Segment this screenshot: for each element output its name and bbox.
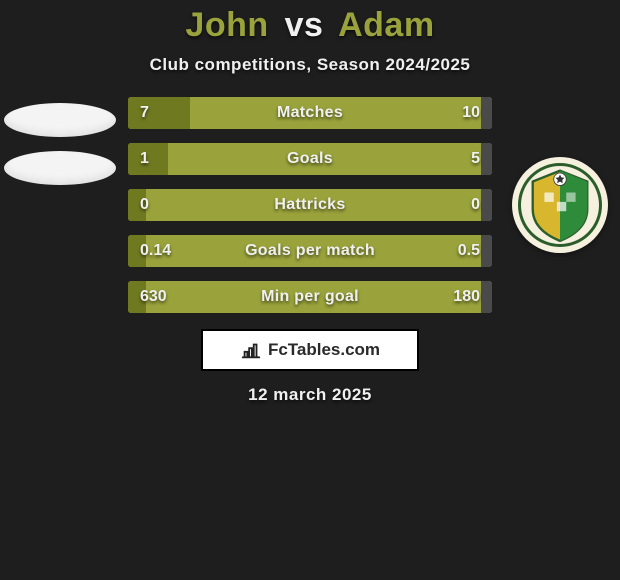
player1-name: John <box>185 6 268 44</box>
watermark: FcTables.com <box>201 329 419 371</box>
subtitle: Club competitions, Season 2024/2025 <box>150 55 471 75</box>
club-badge <box>512 157 608 253</box>
right-avatar-column <box>500 97 620 313</box>
watermark-text: FcTables.com <box>268 340 380 360</box>
comparison-body: 710Matches 15Goals 00Hattricks 0.140.5Goals… <box>0 97 620 313</box>
stat-label: Hattricks <box>128 189 492 221</box>
stat-row: 00Hattricks <box>128 189 492 221</box>
vs-label: vs <box>285 6 324 44</box>
chart-icon <box>240 339 262 361</box>
stat-label: Matches <box>128 97 492 129</box>
stat-bars: 710Matches 15Goals 00Hattricks 0.140.5Goals… <box>120 97 500 313</box>
stat-label: Min per goal <box>128 281 492 313</box>
left-avatar-column <box>0 97 120 313</box>
player1-placeholder-2 <box>4 151 116 185</box>
stat-row: 15Goals <box>128 143 492 175</box>
stat-label: Goals <box>128 143 492 175</box>
date-label: 12 march 2025 <box>248 385 372 405</box>
stat-label: Goals per match <box>128 235 492 267</box>
shield-icon <box>521 166 599 244</box>
stat-row: 630180Min per goal <box>128 281 492 313</box>
page-title: John vs Adam <box>185 6 434 45</box>
player1-placeholder-1 <box>4 103 116 137</box>
stat-row: 710Matches <box>128 97 492 129</box>
comparison-card: John vs Adam Club competitions, Season 2… <box>0 0 620 580</box>
player2-name: Adam <box>338 6 434 44</box>
stat-row: 0.140.5Goals per match <box>128 235 492 267</box>
